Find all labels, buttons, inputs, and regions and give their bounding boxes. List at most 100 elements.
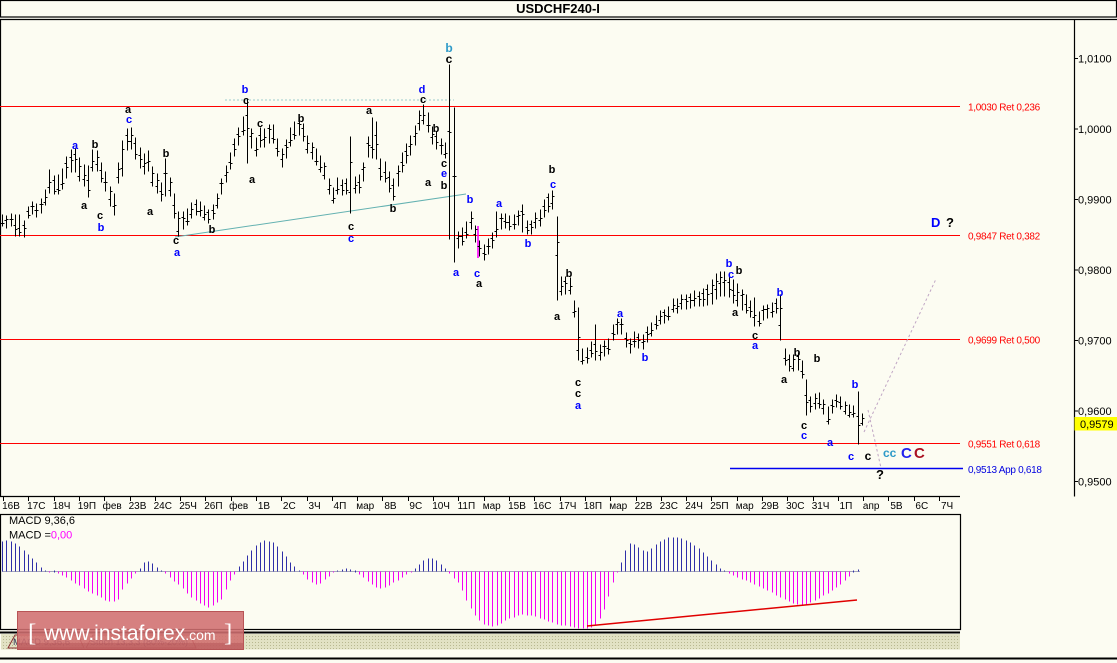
svg-text:25П: 25П — [710, 501, 728, 512]
svg-text:a: a — [617, 308, 624, 320]
svg-text:a: a — [496, 198, 503, 210]
svg-text:www.instaforex.com: www.instaforex.com — [43, 622, 216, 645]
svg-text:0,9700: 0,9700 — [1078, 336, 1112, 348]
svg-text:b: b — [852, 379, 859, 391]
svg-text:17С: 17С — [27, 501, 45, 512]
svg-text:MACD 9,36,6: MACD 9,36,6 — [9, 515, 75, 527]
svg-text:c: c — [243, 95, 249, 107]
svg-text:a: a — [174, 247, 181, 259]
svg-text:9С: 9С — [409, 501, 422, 512]
svg-text:16С: 16С — [533, 501, 551, 512]
svg-text:c: c — [348, 233, 354, 245]
svg-text:1,0000: 1,0000 — [1078, 124, 1112, 136]
svg-text:25Ч: 25Ч — [179, 501, 197, 512]
svg-text:мар: мар — [609, 501, 627, 512]
svg-text:c: c — [801, 420, 807, 432]
svg-text:b: b — [298, 113, 305, 125]
svg-text:22В: 22В — [635, 501, 653, 512]
svg-text:c: c — [446, 52, 453, 66]
svg-text:8В: 8В — [384, 501, 397, 512]
svg-text:мар: мар — [483, 501, 501, 512]
svg-text:c: c — [752, 330, 758, 342]
svg-text:b: b — [98, 222, 105, 234]
svg-text:23С: 23С — [660, 501, 678, 512]
svg-text:a: a — [81, 200, 88, 212]
svg-text:a: a — [425, 177, 432, 189]
svg-text:23В: 23В — [129, 501, 147, 512]
svg-text:c: c — [575, 388, 581, 400]
svg-text:2С: 2С — [283, 501, 296, 512]
svg-text:c: c — [97, 210, 103, 222]
svg-text:a: a — [72, 140, 79, 152]
svg-text:31Ч: 31Ч — [812, 501, 830, 512]
svg-text:0,9579: 0,9579 — [1080, 419, 1114, 431]
svg-text:c: c — [848, 451, 854, 463]
svg-text:10Ч: 10Ч — [432, 501, 450, 512]
svg-text:b: b — [445, 41, 452, 55]
svg-text:0,9900: 0,9900 — [1078, 195, 1112, 207]
svg-text:a: a — [554, 311, 561, 323]
svg-text:26П: 26П — [204, 501, 222, 512]
svg-text:a: a — [249, 174, 256, 186]
svg-text:b: b — [566, 268, 573, 280]
svg-text:a: a — [366, 105, 373, 117]
svg-text:C: C — [901, 445, 912, 462]
svg-text:a: a — [476, 278, 483, 290]
svg-text:b: b — [642, 352, 649, 364]
svg-text:c: c — [441, 158, 447, 170]
svg-text:b: b — [525, 238, 532, 250]
svg-text:24С: 24С — [154, 501, 172, 512]
svg-text:b: b — [163, 148, 170, 160]
svg-text:cc: cc — [883, 446, 897, 460]
svg-text:c: c — [257, 118, 263, 130]
svg-text:16В: 16В — [2, 501, 20, 512]
svg-text:b: b — [433, 123, 440, 135]
svg-text:USDCHF240-I: USDCHF240-I — [516, 1, 600, 16]
svg-text:e: e — [441, 168, 447, 180]
svg-text:0,9513 App 0,618: 0,9513 App 0,618 — [968, 465, 1042, 476]
svg-text:1В: 1В — [258, 501, 271, 512]
svg-text:7Ч: 7Ч — [941, 501, 953, 512]
svg-text:30С: 30С — [786, 501, 804, 512]
svg-text:1,0030 Ret 0,236: 1,0030 Ret 0,236 — [968, 103, 1041, 114]
svg-text:b: b — [794, 347, 801, 359]
svg-text:17Ч: 17Ч — [559, 501, 577, 512]
svg-text:0,9800: 0,9800 — [1078, 265, 1112, 277]
svg-text:c: c — [801, 430, 807, 442]
svg-text:19П: 19П — [78, 501, 96, 512]
svg-text:24Ч: 24Ч — [685, 501, 703, 512]
svg-text:c: c — [865, 449, 872, 463]
svg-text:b: b — [92, 139, 99, 151]
svg-text:b: b — [209, 224, 216, 236]
svg-text:11П: 11П — [458, 501, 476, 512]
svg-text:18Ч: 18Ч — [53, 501, 71, 512]
svg-text:0,9847 Ret 0,382: 0,9847 Ret 0,382 — [968, 232, 1041, 243]
svg-text:?: ? — [946, 215, 954, 230]
svg-text:d: d — [419, 84, 426, 96]
svg-text:a: a — [781, 374, 788, 386]
svg-text:a: a — [827, 437, 834, 449]
svg-text:0,9500: 0,9500 — [1078, 477, 1112, 489]
svg-text:b: b — [736, 265, 743, 277]
svg-text:a: a — [575, 400, 582, 412]
svg-text:мар: мар — [356, 501, 374, 512]
svg-text:[: [ — [28, 620, 36, 647]
svg-text:D: D — [931, 215, 940, 230]
svg-text:фев: фев — [229, 500, 248, 512]
svg-text:?: ? — [876, 467, 884, 482]
svg-text:1П: 1П — [840, 501, 853, 512]
svg-text:b: b — [726, 258, 733, 270]
svg-text:18П: 18П — [584, 501, 602, 512]
svg-text:a: a — [752, 340, 759, 352]
svg-text:0,9699 Ret 0,500: 0,9699 Ret 0,500 — [968, 336, 1041, 347]
svg-text:c: c — [728, 269, 734, 281]
svg-text:6С: 6С — [915, 501, 928, 512]
svg-text:C: C — [914, 445, 925, 462]
svg-text:c: c — [550, 179, 556, 191]
svg-text:c: c — [420, 94, 426, 106]
svg-text:b: b — [549, 164, 556, 176]
svg-text:15В: 15В — [508, 501, 526, 512]
svg-text:b: b — [467, 194, 474, 206]
svg-text:c: c — [126, 114, 132, 126]
svg-text:0,9600: 0,9600 — [1078, 406, 1112, 418]
